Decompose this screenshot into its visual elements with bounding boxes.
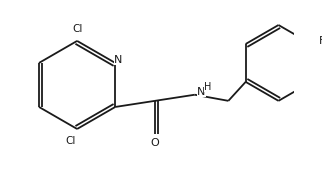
- Text: O: O: [151, 138, 159, 148]
- Text: Cl: Cl: [66, 136, 76, 146]
- Text: N: N: [197, 87, 205, 97]
- Text: H: H: [204, 82, 211, 92]
- Text: Cl: Cl: [72, 24, 83, 34]
- Text: F: F: [319, 36, 322, 46]
- Text: N: N: [114, 55, 122, 65]
